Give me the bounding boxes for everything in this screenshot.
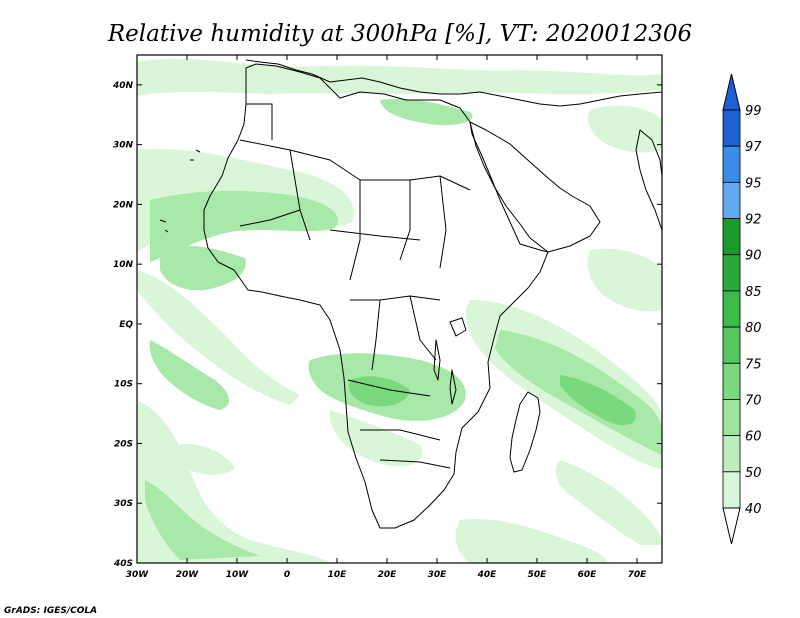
colorbar-bottom-arrow <box>722 507 741 545</box>
atlantic-islands <box>159 149 201 233</box>
humidity-area <box>145 480 260 560</box>
madagascar-coastline <box>509 391 541 473</box>
lat-tick-label: 40N <box>112 81 134 91</box>
longitude-tick-labels: 30W 20W 10W 0 10E 20E 30E 40E 50E 60E 70E <box>126 570 647 580</box>
lat-tick-label: EQ <box>119 320 133 330</box>
country-borders <box>239 103 471 469</box>
lake-tanganyika <box>433 339 441 381</box>
colorbar: 99 97 95 92 90 85 80 75 70 60 50 40 <box>722 73 762 545</box>
humidity-area <box>137 58 662 96</box>
colorbar-top-arrow <box>722 73 741 111</box>
arabia-coastline <box>469 121 601 253</box>
lat-tick-label: 30S <box>114 499 133 509</box>
humidity-area <box>160 245 246 291</box>
colorbar-segment <box>722 181 741 219</box>
map-title: Relative humidity at 300hPa [%], VT: 202… <box>107 21 692 47</box>
humidity-area <box>455 519 607 563</box>
lon-tick-label: 30W <box>126 570 150 580</box>
colorbar-label: 50 <box>745 466 762 481</box>
colorbar-segment <box>722 254 741 292</box>
map-panel <box>136 54 663 564</box>
humidity-area <box>560 375 636 426</box>
humidity-area <box>137 270 300 405</box>
colorbar-label: 60 <box>745 430 762 445</box>
humidity-area <box>380 98 473 126</box>
lat-tick-label: 10S <box>114 380 133 390</box>
colorbar-label: 75 <box>745 357 762 372</box>
latitude-tick-labels: 40N 30N 20N 10N EQ 10S 20S 30S 40S <box>112 81 134 569</box>
lake-malawi <box>449 369 457 405</box>
colorbar-segment <box>722 471 741 509</box>
colorbar-label: 90 <box>745 249 762 264</box>
colorbar-segment <box>722 218 741 256</box>
colorbar-segment <box>722 362 741 400</box>
humidity-area <box>587 248 662 312</box>
humidity-area <box>174 443 235 475</box>
map-frame <box>136 54 663 564</box>
colorbar-label: 85 <box>745 285 762 300</box>
lon-tick-label: 10W <box>226 570 250 580</box>
africa-coastline <box>203 63 549 529</box>
lat-tick-label: 30N <box>113 141 134 151</box>
grads-credit: GrADS: IGES/COLA <box>4 606 97 616</box>
colorbar-label: 40 <box>745 502 762 517</box>
colorbar-label: 70 <box>745 393 762 408</box>
lon-tick-label: 10E <box>328 570 348 580</box>
europe-coastline <box>245 59 663 107</box>
colorbar-label: 99 <box>745 104 762 119</box>
colorbar-label: 97 <box>745 140 762 155</box>
lon-tick-label: 60E <box>578 570 598 580</box>
colorbar-segment <box>722 145 741 183</box>
colorbar-segment <box>722 109 741 147</box>
lat-tick-label: 20N <box>113 200 134 210</box>
lat-tick-label: 40S <box>113 559 133 569</box>
colorbar-segment <box>722 326 741 364</box>
lon-tick-label: 20W <box>176 570 200 580</box>
humidity-area <box>588 105 662 153</box>
lon-tick-label: 0 <box>284 570 290 580</box>
colorbar-label: 92 <box>745 213 762 228</box>
lon-tick-label: 40E <box>477 570 498 580</box>
coastline-layer <box>159 59 663 529</box>
colorbar-label: 80 <box>745 321 762 336</box>
humidity-area <box>150 190 338 262</box>
india-coastline <box>635 129 663 231</box>
lat-tick-label: 20S <box>114 439 133 449</box>
colorbar-label: 95 <box>745 176 762 191</box>
humidity-area <box>149 340 230 410</box>
lat-tick-label: 10N <box>113 260 134 270</box>
lon-tick-label: 70E <box>628 570 648 580</box>
lon-tick-label: 30E <box>428 570 448 580</box>
colorbar-segment <box>722 435 741 473</box>
humidity-area <box>555 460 662 545</box>
lon-tick-label: 50E <box>528 570 548 580</box>
lon-tick-label: 20E <box>378 570 398 580</box>
colorbar-segment <box>722 290 741 328</box>
colorbar-segment <box>722 399 741 437</box>
humidity-area <box>330 410 423 467</box>
lake-victoria <box>449 317 467 337</box>
humidity-shading-layer <box>137 58 662 563</box>
